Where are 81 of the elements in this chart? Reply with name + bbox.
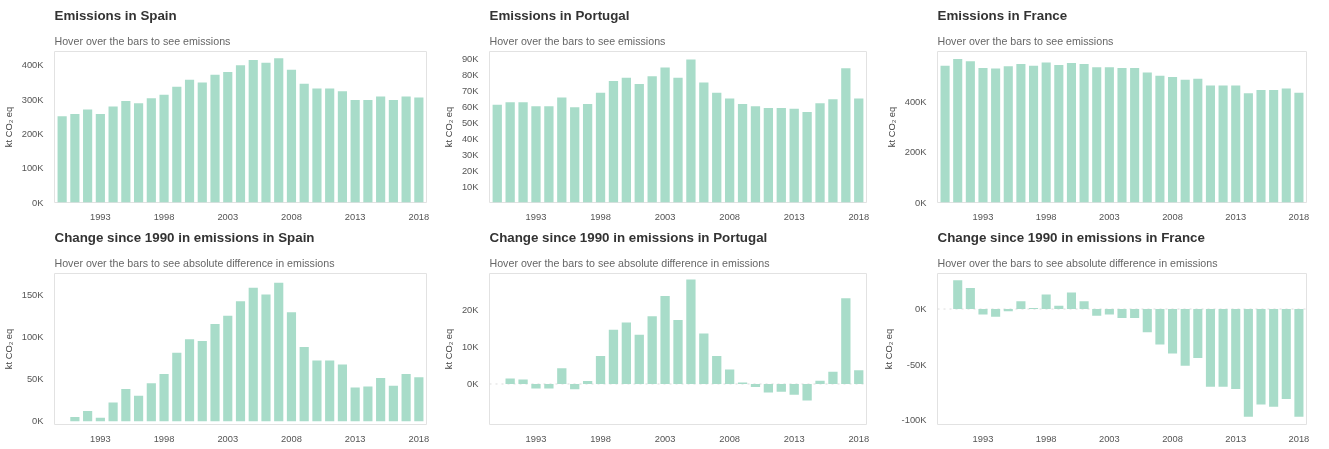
x-tick-label: 2013 bbox=[1225, 433, 1247, 444]
x-tick-label: 2013 bbox=[783, 433, 805, 444]
y-tick-label: 60K bbox=[461, 102, 480, 113]
y-tick-label: 0K bbox=[467, 378, 480, 389]
x-tick-label: 2003 bbox=[1098, 433, 1120, 444]
y-tick-label: 50K bbox=[461, 118, 480, 129]
x-tick-label: 1993 bbox=[525, 211, 547, 222]
chart-title: Emissions in Portugal bbox=[489, 7, 630, 23]
x-tick-label: 2018 bbox=[408, 433, 430, 444]
chart-subtitle: Hover over the bars to see absolute difference in emissions bbox=[937, 256, 1218, 269]
y-tick-label: 50K bbox=[26, 373, 45, 384]
x-tick-label: 2018 bbox=[408, 211, 430, 222]
chart-title: Change since 1990 in emissions in France bbox=[937, 229, 1205, 245]
x-tick-label: 1993 bbox=[972, 211, 994, 222]
y-axis-title: kt CO₂ eq bbox=[3, 328, 14, 370]
y-tick-label: 0K bbox=[32, 416, 45, 427]
y-tick-label: 10K bbox=[461, 181, 480, 192]
x-tick-label: 1998 bbox=[153, 211, 175, 222]
y-tick-label: -100K bbox=[901, 415, 928, 426]
y-tick-label: 400K bbox=[21, 60, 45, 71]
y-tick-label: 200K bbox=[904, 147, 928, 158]
x-tick-label: 1993 bbox=[89, 211, 111, 222]
x-tick-label: 2018 bbox=[848, 211, 870, 222]
x-tick-label: 2008 bbox=[719, 433, 741, 444]
x-tick-label: 2008 bbox=[1162, 433, 1183, 444]
x-tick-label: 2003 bbox=[1098, 211, 1120, 222]
y-axis-title: kt CO₂ eq bbox=[883, 328, 894, 370]
x-tick-label: 1993 bbox=[525, 433, 547, 444]
y-axis-title: kt CO₂ eq bbox=[443, 328, 454, 370]
y-tick-label: 80K bbox=[461, 70, 480, 81]
x-tick-label: 2013 bbox=[783, 211, 805, 222]
x-tick-label: 1998 bbox=[1035, 211, 1057, 222]
x-tick-label: 1998 bbox=[1035, 433, 1057, 444]
x-tick-label: 2008 bbox=[281, 433, 302, 444]
y-tick-label: 0K bbox=[32, 197, 45, 208]
x-tick-label: 2013 bbox=[344, 433, 366, 444]
x-tick-label: 1998 bbox=[153, 433, 175, 444]
y-tick-label: 40K bbox=[461, 133, 480, 144]
y-axis-title: kt CO₂ eq bbox=[886, 106, 897, 148]
chart-title: Emissions in Spain bbox=[54, 7, 177, 23]
x-tick-label: 2018 bbox=[848, 433, 870, 444]
chart-title: Emissions in France bbox=[937, 7, 1068, 23]
x-tick-label: 2008 bbox=[281, 211, 302, 222]
y-tick-label: 0K bbox=[915, 197, 928, 208]
chart-subtitle: Hover over the bars to see emissions bbox=[937, 34, 1114, 47]
x-tick-label: 1993 bbox=[972, 433, 994, 444]
y-tick-label: 100K bbox=[21, 331, 45, 342]
y-tick-label: 0K bbox=[915, 304, 928, 315]
x-tick-label: 1998 bbox=[590, 433, 611, 444]
x-tick-label: 2013 bbox=[1225, 211, 1247, 222]
x-tick-label: 1993 bbox=[89, 433, 111, 444]
y-tick-label: -50K bbox=[906, 359, 928, 370]
y-tick-label: 20K bbox=[461, 305, 480, 316]
y-axis-title: kt CO₂ eq bbox=[443, 106, 454, 148]
chart-subtitle: Hover over the bars to see absolute difference in emissions bbox=[489, 256, 770, 269]
y-tick-label: 90K bbox=[461, 54, 480, 65]
x-tick-label: 2013 bbox=[344, 211, 366, 222]
chart-subtitle: Hover over the bars to see absolute difference in emissions bbox=[54, 256, 335, 269]
chart-subtitle: Hover over the bars to see emissions bbox=[54, 34, 231, 47]
chart-subtitle: Hover over the bars to see emissions bbox=[489, 34, 666, 47]
y-tick-label: 150K bbox=[21, 289, 45, 300]
y-tick-label: 300K bbox=[21, 94, 45, 105]
x-tick-label: 2018 bbox=[1288, 433, 1310, 444]
x-tick-label: 2003 bbox=[217, 211, 239, 222]
y-axis-title: kt CO₂ eq bbox=[3, 106, 14, 148]
x-tick-label: 2008 bbox=[719, 211, 741, 222]
y-tick-label: 10K bbox=[461, 342, 480, 353]
x-tick-label: 1998 bbox=[590, 211, 611, 222]
y-tick-label: 70K bbox=[461, 86, 480, 97]
chart-title: Change since 1990 in emissions in Spain bbox=[54, 229, 315, 245]
chart-title: Change since 1990 in emissions in Portugal bbox=[489, 229, 768, 245]
y-tick-label: 20K bbox=[461, 165, 480, 176]
y-tick-label: 30K bbox=[461, 149, 480, 160]
x-tick-label: 2003 bbox=[217, 433, 239, 444]
y-tick-label: 400K bbox=[904, 96, 928, 107]
y-tick-label: 100K bbox=[21, 163, 45, 174]
x-tick-label: 2003 bbox=[654, 433, 676, 444]
x-tick-label: 2018 bbox=[1288, 211, 1310, 222]
y-tick-label: 200K bbox=[21, 128, 45, 139]
x-tick-label: 2008 bbox=[1162, 211, 1183, 222]
x-tick-label: 2003 bbox=[654, 211, 676, 222]
